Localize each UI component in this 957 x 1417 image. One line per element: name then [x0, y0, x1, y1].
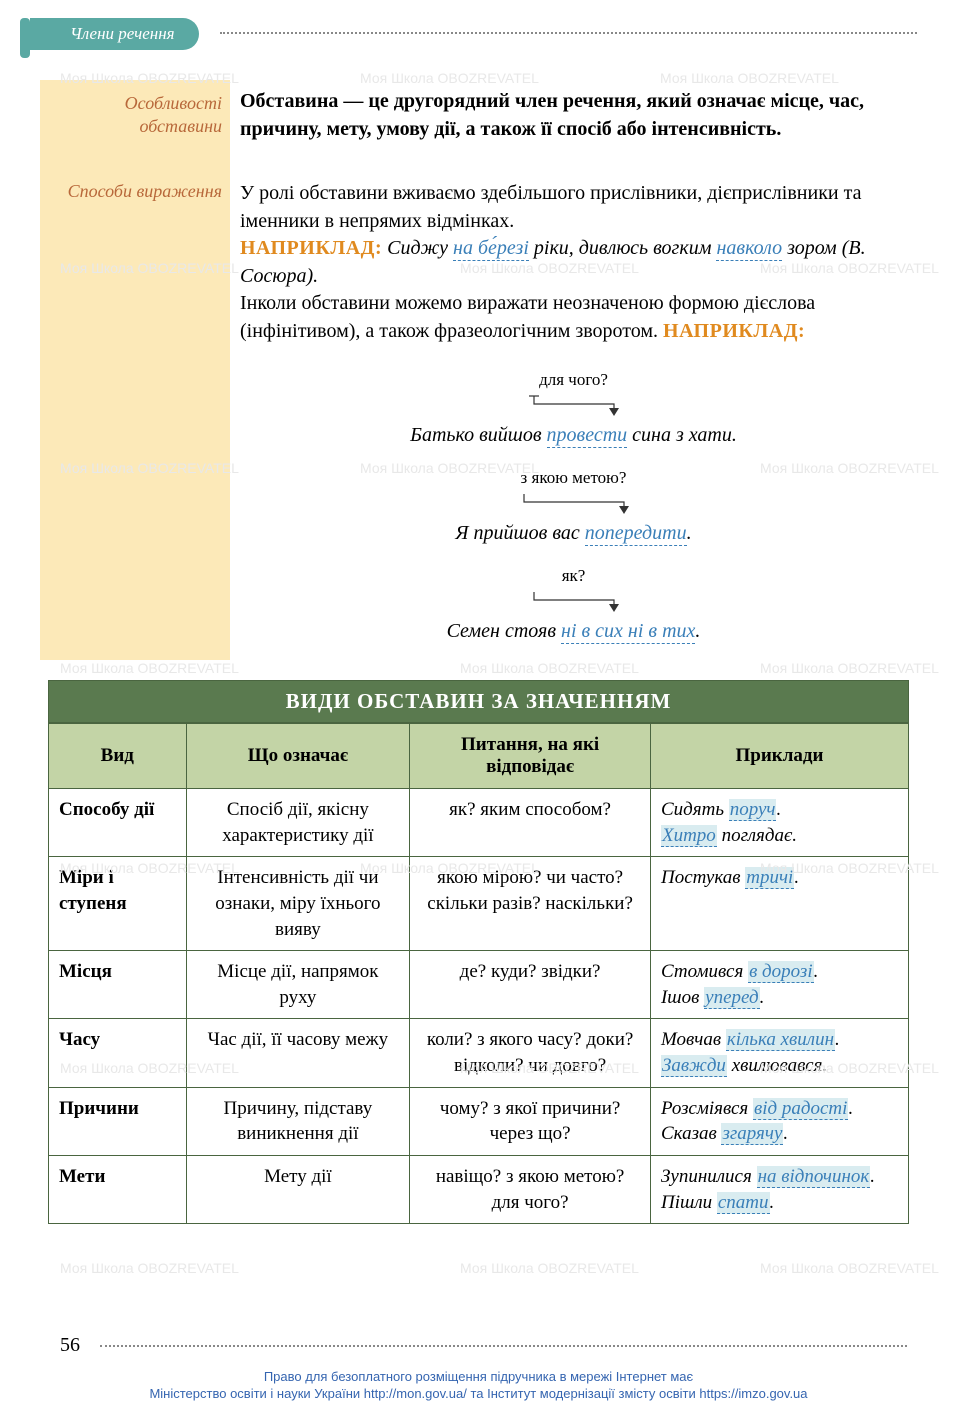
- cell-questions: коли? з якого часу? доки? відколи? чи до…: [410, 1019, 651, 1087]
- table-row: Способу діїСпосіб дії, якісну характерис…: [49, 789, 909, 857]
- arrow-icon: [464, 394, 684, 418]
- th-meaning: Що означає: [186, 724, 410, 789]
- sidebar-label-1: Особливості обставини: [40, 92, 222, 137]
- ex2s-pre: Я прийшов вас: [455, 522, 584, 544]
- cell-examples: Розсміявся від радості.Сказав згарячу.: [650, 1087, 908, 1155]
- table-row: МетиМету діїнавіщо? з якою метою? для чо…: [49, 1156, 909, 1224]
- table-row: ЧасуЧас дії, її часову межуколи? з якого…: [49, 1019, 909, 1087]
- left-accent-bar: [20, 18, 30, 58]
- table-header-row: Вид Що означає Питання, на які відповіда…: [49, 724, 909, 789]
- cell-vid: Причини: [49, 1087, 187, 1155]
- dotted-rule-bottom: [100, 1345, 907, 1347]
- watermark: Моя Школа OBOZREVATEL: [660, 70, 839, 86]
- cell-meaning: Мету дії: [186, 1156, 410, 1224]
- cell-questions: якою мірою? чи часто? скільки разів? нас…: [410, 857, 651, 951]
- arrow-icon: [464, 492, 684, 516]
- ex3s-pre: Семен стояв: [447, 620, 561, 642]
- cell-vid: Міри і ступеня: [49, 857, 187, 951]
- sidebar-band: Особливості обставини Способи вираження: [40, 80, 230, 660]
- ex2s-ul: попередити: [585, 522, 687, 546]
- th-examples: Приклади: [650, 724, 908, 789]
- ex1s-pre: Батько вийшов: [410, 424, 546, 446]
- cell-examples: Сидять поруч.Хитро поглядає.: [650, 789, 908, 857]
- watermark: Моя Школа OBOZREVATEL: [460, 1260, 639, 1276]
- example-2-sentence: Я прийшов вас попередити.: [240, 522, 907, 545]
- cell-meaning: Причину, підставу виникнення дії: [186, 1087, 410, 1155]
- cell-questions: як? яким способом?: [410, 789, 651, 857]
- watermark: Моя Школа OBOZREVATEL: [760, 1260, 939, 1276]
- watermark: Моя Школа OBOZREVATEL: [60, 660, 239, 676]
- cell-examples: Зупинилися на відпочинок.Пішли спати.: [650, 1156, 908, 1224]
- cell-meaning: Місце дії, напрямок руху: [186, 951, 410, 1019]
- cell-examples: Постукав тричі.: [650, 857, 908, 951]
- example-1-sentence: Батько вийшов провести сина з хати.: [240, 424, 907, 447]
- ex1-u1: на бе́резі: [453, 237, 529, 261]
- ex2s-post: .: [687, 522, 692, 544]
- dotted-rule-top: [220, 32, 917, 34]
- example-label-2: НАПРИКЛАД:: [663, 320, 805, 342]
- section-tab: Члени речення: [30, 18, 199, 50]
- cell-vid: Часу: [49, 1019, 187, 1087]
- example-label-1: НАПРИКЛАД:: [240, 237, 382, 259]
- example-2-question: з якою метою?: [240, 468, 907, 488]
- table-title: ВИДИ ОБСТАВИН ЗА ЗНАЧЕННЯМ: [48, 680, 909, 723]
- example-3-sentence: Семен стояв ні в сих ні в тих.: [240, 620, 907, 643]
- th-vid: Вид: [49, 724, 187, 789]
- ex3s-ul: ні в сих ні в тих: [561, 620, 695, 644]
- ex1-u2: навколо: [716, 237, 782, 261]
- footer-line2: Міністерство освіти і науки України http…: [0, 1386, 957, 1403]
- table-row: ПричиниПричину, підставу виникнення діїч…: [49, 1087, 909, 1155]
- page-number: 56: [60, 1334, 80, 1357]
- cell-examples: Мовчав кілька хвилин.Завжди хвилювався.: [650, 1019, 908, 1087]
- types-table-grid: Вид Що означає Питання, на які відповіда…: [48, 723, 909, 1224]
- ex3s-post: .: [695, 620, 700, 642]
- cell-questions: навіщо? з якою метою? для чого?: [410, 1156, 651, 1224]
- example-2: з якою метою? Я прийшов вас попередити.: [240, 468, 907, 545]
- ex1-pre: Сиджу: [387, 237, 453, 259]
- cell-vid: Мети: [49, 1156, 187, 1224]
- example-3-question: як?: [240, 566, 907, 586]
- example-1: для чого? Батько вийшов провести сина з …: [240, 370, 907, 447]
- sidebar-label-2: Способи вираження: [68, 180, 222, 203]
- cell-questions: де? куди? звідки?: [410, 951, 651, 1019]
- cell-meaning: Інтенсивність дії чи ознаки, міру їхньог…: [186, 857, 410, 951]
- cell-meaning: Спосіб дії, якісну характеристику дії: [186, 789, 410, 857]
- watermark: Моя Школа OBOZREVATEL: [460, 660, 639, 676]
- ex1-mid: ріки, дивлюсь вогким: [529, 237, 717, 259]
- cell-examples: Стомився в дорозі.Ішов уперед.: [650, 951, 908, 1019]
- table-row: МісцяМісце дії, напрямок рухуде? куди? з…: [49, 951, 909, 1019]
- table-row: Міри і ступеняІнтенсивність дії чи ознак…: [49, 857, 909, 951]
- ex1s-ul: провести: [547, 424, 628, 448]
- th-questions: Питання, на які відповідає: [410, 724, 651, 789]
- example-1-question: для чого?: [240, 370, 907, 390]
- usage-intro: У ролі обставини вживаємо здебільшого пр…: [240, 182, 861, 232]
- cell-vid: Способу дії: [49, 789, 187, 857]
- watermark: Моя Школа OBOZREVATEL: [60, 1260, 239, 1276]
- watermark: Моя Школа OBOZREVATEL: [360, 70, 539, 86]
- definition-text: Обставина — це другорядний член речення,…: [240, 88, 907, 143]
- cell-questions: чому? з якої причини? через що?: [410, 1087, 651, 1155]
- types-table: ВИДИ ОБСТАВИН ЗА ЗНАЧЕННЯМ Вид Що означа…: [48, 680, 909, 1224]
- footer-line1: Право для безоплатного розміщення підруч…: [0, 1369, 957, 1386]
- watermark: Моя Школа OBOZREVATEL: [760, 660, 939, 676]
- usage-paragraph: У ролі обставини вживаємо здебільшого пр…: [240, 180, 907, 346]
- example-3: як? Семен стояв ні в сих ні в тих.: [240, 566, 907, 643]
- cell-meaning: Час дії, її часову межу: [186, 1019, 410, 1087]
- cell-vid: Місця: [49, 951, 187, 1019]
- ex1s-post: сина з хати.: [627, 424, 737, 446]
- footer: Право для безоплатного розміщення підруч…: [0, 1369, 957, 1403]
- arrow-icon: [464, 590, 684, 614]
